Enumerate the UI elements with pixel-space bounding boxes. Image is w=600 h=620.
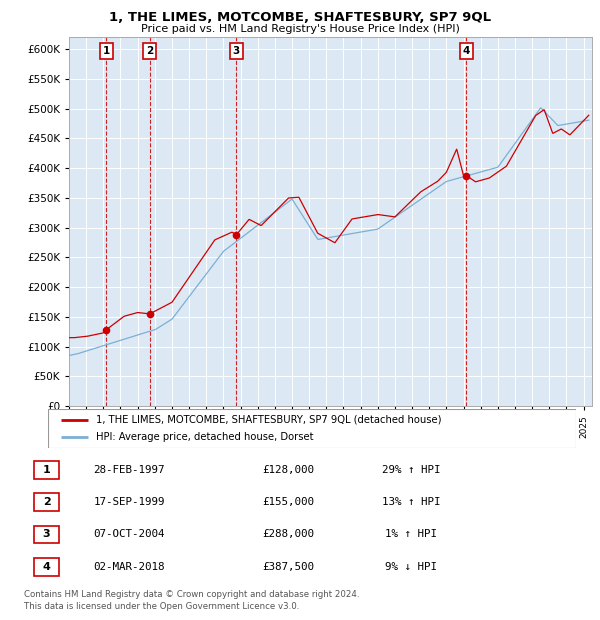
Text: 1% ↑ HPI: 1% ↑ HPI <box>385 529 437 539</box>
Text: 4: 4 <box>463 46 470 56</box>
Text: £128,000: £128,000 <box>262 465 314 475</box>
Text: 3: 3 <box>43 529 50 539</box>
Text: £288,000: £288,000 <box>262 529 314 539</box>
Text: 1, THE LIMES, MOTCOMBE, SHAFTESBURY, SP7 9QL (detached house): 1, THE LIMES, MOTCOMBE, SHAFTESBURY, SP7… <box>95 415 441 425</box>
Text: Price paid vs. HM Land Registry's House Price Index (HPI): Price paid vs. HM Land Registry's House … <box>140 24 460 33</box>
Text: 9% ↓ HPI: 9% ↓ HPI <box>385 562 437 572</box>
Text: 1, THE LIMES, MOTCOMBE, SHAFTESBURY, SP7 9QL: 1, THE LIMES, MOTCOMBE, SHAFTESBURY, SP7… <box>109 11 491 24</box>
Text: £155,000: £155,000 <box>262 497 314 507</box>
Text: £387,500: £387,500 <box>262 562 314 572</box>
Text: 2: 2 <box>43 497 50 507</box>
Text: 29% ↑ HPI: 29% ↑ HPI <box>382 465 440 475</box>
Text: HPI: Average price, detached house, Dorset: HPI: Average price, detached house, Dors… <box>95 432 313 442</box>
Text: 17-SEP-1999: 17-SEP-1999 <box>93 497 165 507</box>
Text: 1: 1 <box>103 46 110 56</box>
Text: Contains HM Land Registry data © Crown copyright and database right 2024.
This d: Contains HM Land Registry data © Crown c… <box>24 590 359 611</box>
Text: 07-OCT-2004: 07-OCT-2004 <box>93 529 165 539</box>
Text: 2: 2 <box>146 46 154 56</box>
Text: 02-MAR-2018: 02-MAR-2018 <box>93 562 165 572</box>
Text: 3: 3 <box>233 46 240 56</box>
Text: 4: 4 <box>43 562 50 572</box>
Text: 13% ↑ HPI: 13% ↑ HPI <box>382 497 440 507</box>
Text: 28-FEB-1997: 28-FEB-1997 <box>93 465 165 475</box>
Text: 1: 1 <box>43 465 50 475</box>
